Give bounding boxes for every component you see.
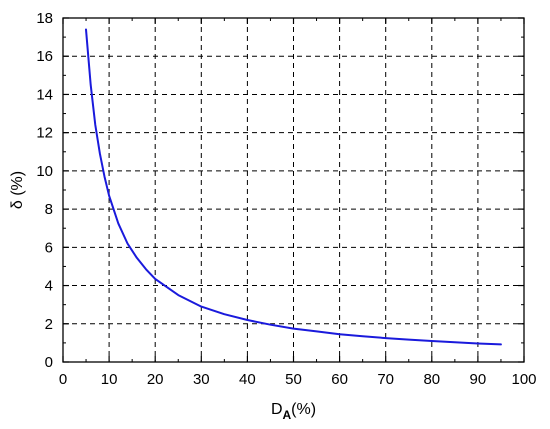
x-tick-label: 20	[147, 371, 164, 388]
y-tick-labels: 0 2 4 6 8 10 12 14 16 18	[36, 10, 53, 371]
axis-ticks	[62, 17, 525, 363]
y-tick-label: 12	[36, 125, 53, 142]
x-tick-label: 100	[511, 371, 536, 388]
x-tick-label: 60	[331, 371, 348, 388]
x-tick-label: 0	[59, 371, 67, 388]
x-tick-label: 90	[470, 371, 487, 388]
x-tick-label: 70	[377, 371, 394, 388]
y-tick-label: 14	[36, 86, 53, 103]
x-tick-label: 80	[423, 371, 440, 388]
x-tick-label: 40	[239, 371, 256, 388]
y-tick-label: 10	[36, 163, 53, 180]
y-tick-label: 4	[45, 278, 53, 295]
x-tick-label: 50	[285, 371, 302, 388]
y-tick-label: 2	[45, 316, 53, 333]
x-tick-label: 10	[101, 371, 118, 388]
y-tick-label: 6	[45, 239, 53, 256]
x-axis-label-suffix: (%)	[291, 401, 316, 418]
x-axis-label-main: D	[271, 401, 283, 418]
x-tick-labels: 0 10 20 30 40 50 60 70 80 90 100	[59, 371, 537, 388]
series-layer	[85, 28, 502, 346]
y-tick-label: 18	[36, 10, 53, 27]
x-axis-label: DA(%)	[271, 401, 316, 422]
y-tick-label: 8	[45, 201, 53, 218]
y-tick-label: 0	[45, 354, 53, 371]
y-axis-label: δ (%)	[9, 171, 26, 209]
y-tick-label: 16	[36, 48, 53, 65]
grid	[63, 18, 524, 362]
series-line	[85, 28, 502, 346]
x-axis-label-subscript: A	[283, 408, 292, 422]
x-tick-label: 30	[193, 371, 210, 388]
